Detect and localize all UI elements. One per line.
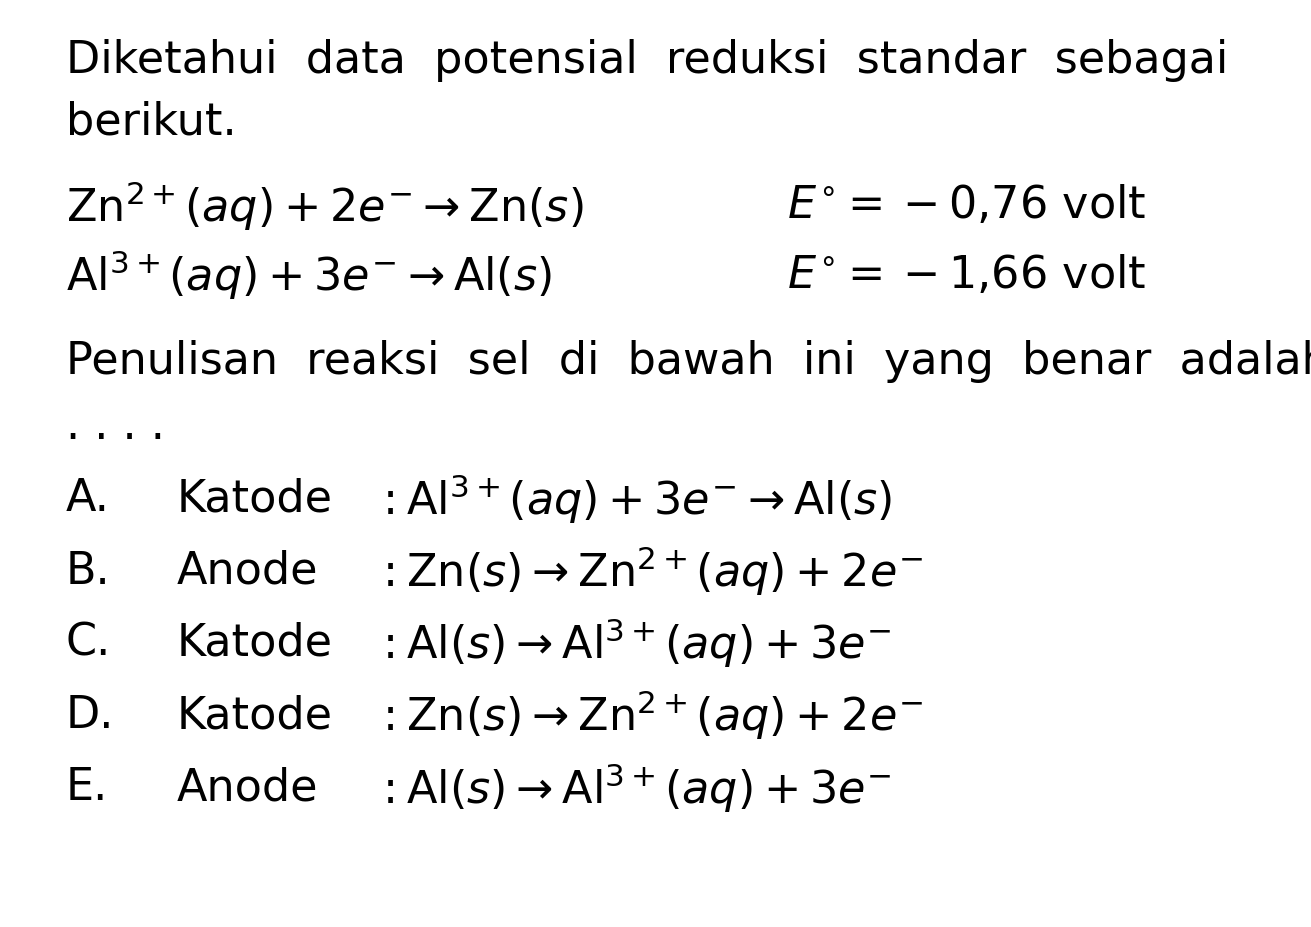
Text: $\mathrm{Al}^{3+}(aq) + 3e^{-} \rightarrow \mathrm{Al}(s)$: $\mathrm{Al}^{3+}(aq) + 3e^{-} \rightarr… [66, 248, 552, 302]
Text: B.: B. [66, 550, 110, 592]
Text: $E^{\circ} = -0{,}76\ \mathrm{volt}$: $E^{\circ} = -0{,}76\ \mathrm{volt}$ [787, 184, 1146, 227]
Text: Katode: Katode [177, 477, 333, 520]
Text: Katode: Katode [177, 694, 333, 737]
Text: Katode: Katode [177, 622, 333, 665]
Text: Anode: Anode [177, 767, 319, 809]
Text: berikut.: berikut. [66, 101, 236, 144]
Text: . . . .: . . . . [66, 405, 164, 448]
Text: C.: C. [66, 622, 111, 665]
Text: $: \mathrm{Al}^{3+}(aq) + 3e^{-} \rightarrow \mathrm{Al}(s)$: $: \mathrm{Al}^{3+}(aq) + 3e^{-} \righta… [374, 472, 891, 526]
Text: $: \mathrm{Al}(s) \rightarrow \mathrm{Al}^{3+}(aq) + 3e^{-}$: $: \mathrm{Al}(s) \rightarrow \mathrm{Al… [374, 761, 891, 815]
Text: E.: E. [66, 767, 108, 809]
Text: D.: D. [66, 694, 114, 737]
Text: $\mathrm{Zn}^{2+}(aq) + 2e^{-} \rightarrow \mathrm{Zn}(s)$: $\mathrm{Zn}^{2+}(aq) + 2e^{-} \rightarr… [66, 179, 583, 233]
Text: $E^{\circ} = -1{,}66\ \mathrm{volt}$: $E^{\circ} = -1{,}66\ \mathrm{volt}$ [787, 254, 1146, 297]
Text: $: \mathrm{Zn}(s) \rightarrow \mathrm{Zn}^{2+}(aq) + 2e^{-}$: $: \mathrm{Zn}(s) \rightarrow \mathrm{Zn… [374, 544, 923, 598]
Text: Penulisan  reaksi  sel  di  bawah  ini  yang  benar  adalah: Penulisan reaksi sel di bawah ini yang b… [66, 340, 1311, 383]
Text: Anode: Anode [177, 550, 319, 592]
Text: $: \mathrm{Al}(s) \rightarrow \mathrm{Al}^{3+}(aq) + 3e^{-}$: $: \mathrm{Al}(s) \rightarrow \mathrm{Al… [374, 616, 891, 670]
Text: A.: A. [66, 477, 109, 520]
Text: Diketahui  data  potensial  reduksi  standar  sebagai: Diketahui data potensial reduksi standar… [66, 39, 1228, 82]
Text: $: \mathrm{Zn}(s) \rightarrow \mathrm{Zn}^{2+}(aq) + 2e^{-}$: $: \mathrm{Zn}(s) \rightarrow \mathrm{Zn… [374, 689, 923, 743]
